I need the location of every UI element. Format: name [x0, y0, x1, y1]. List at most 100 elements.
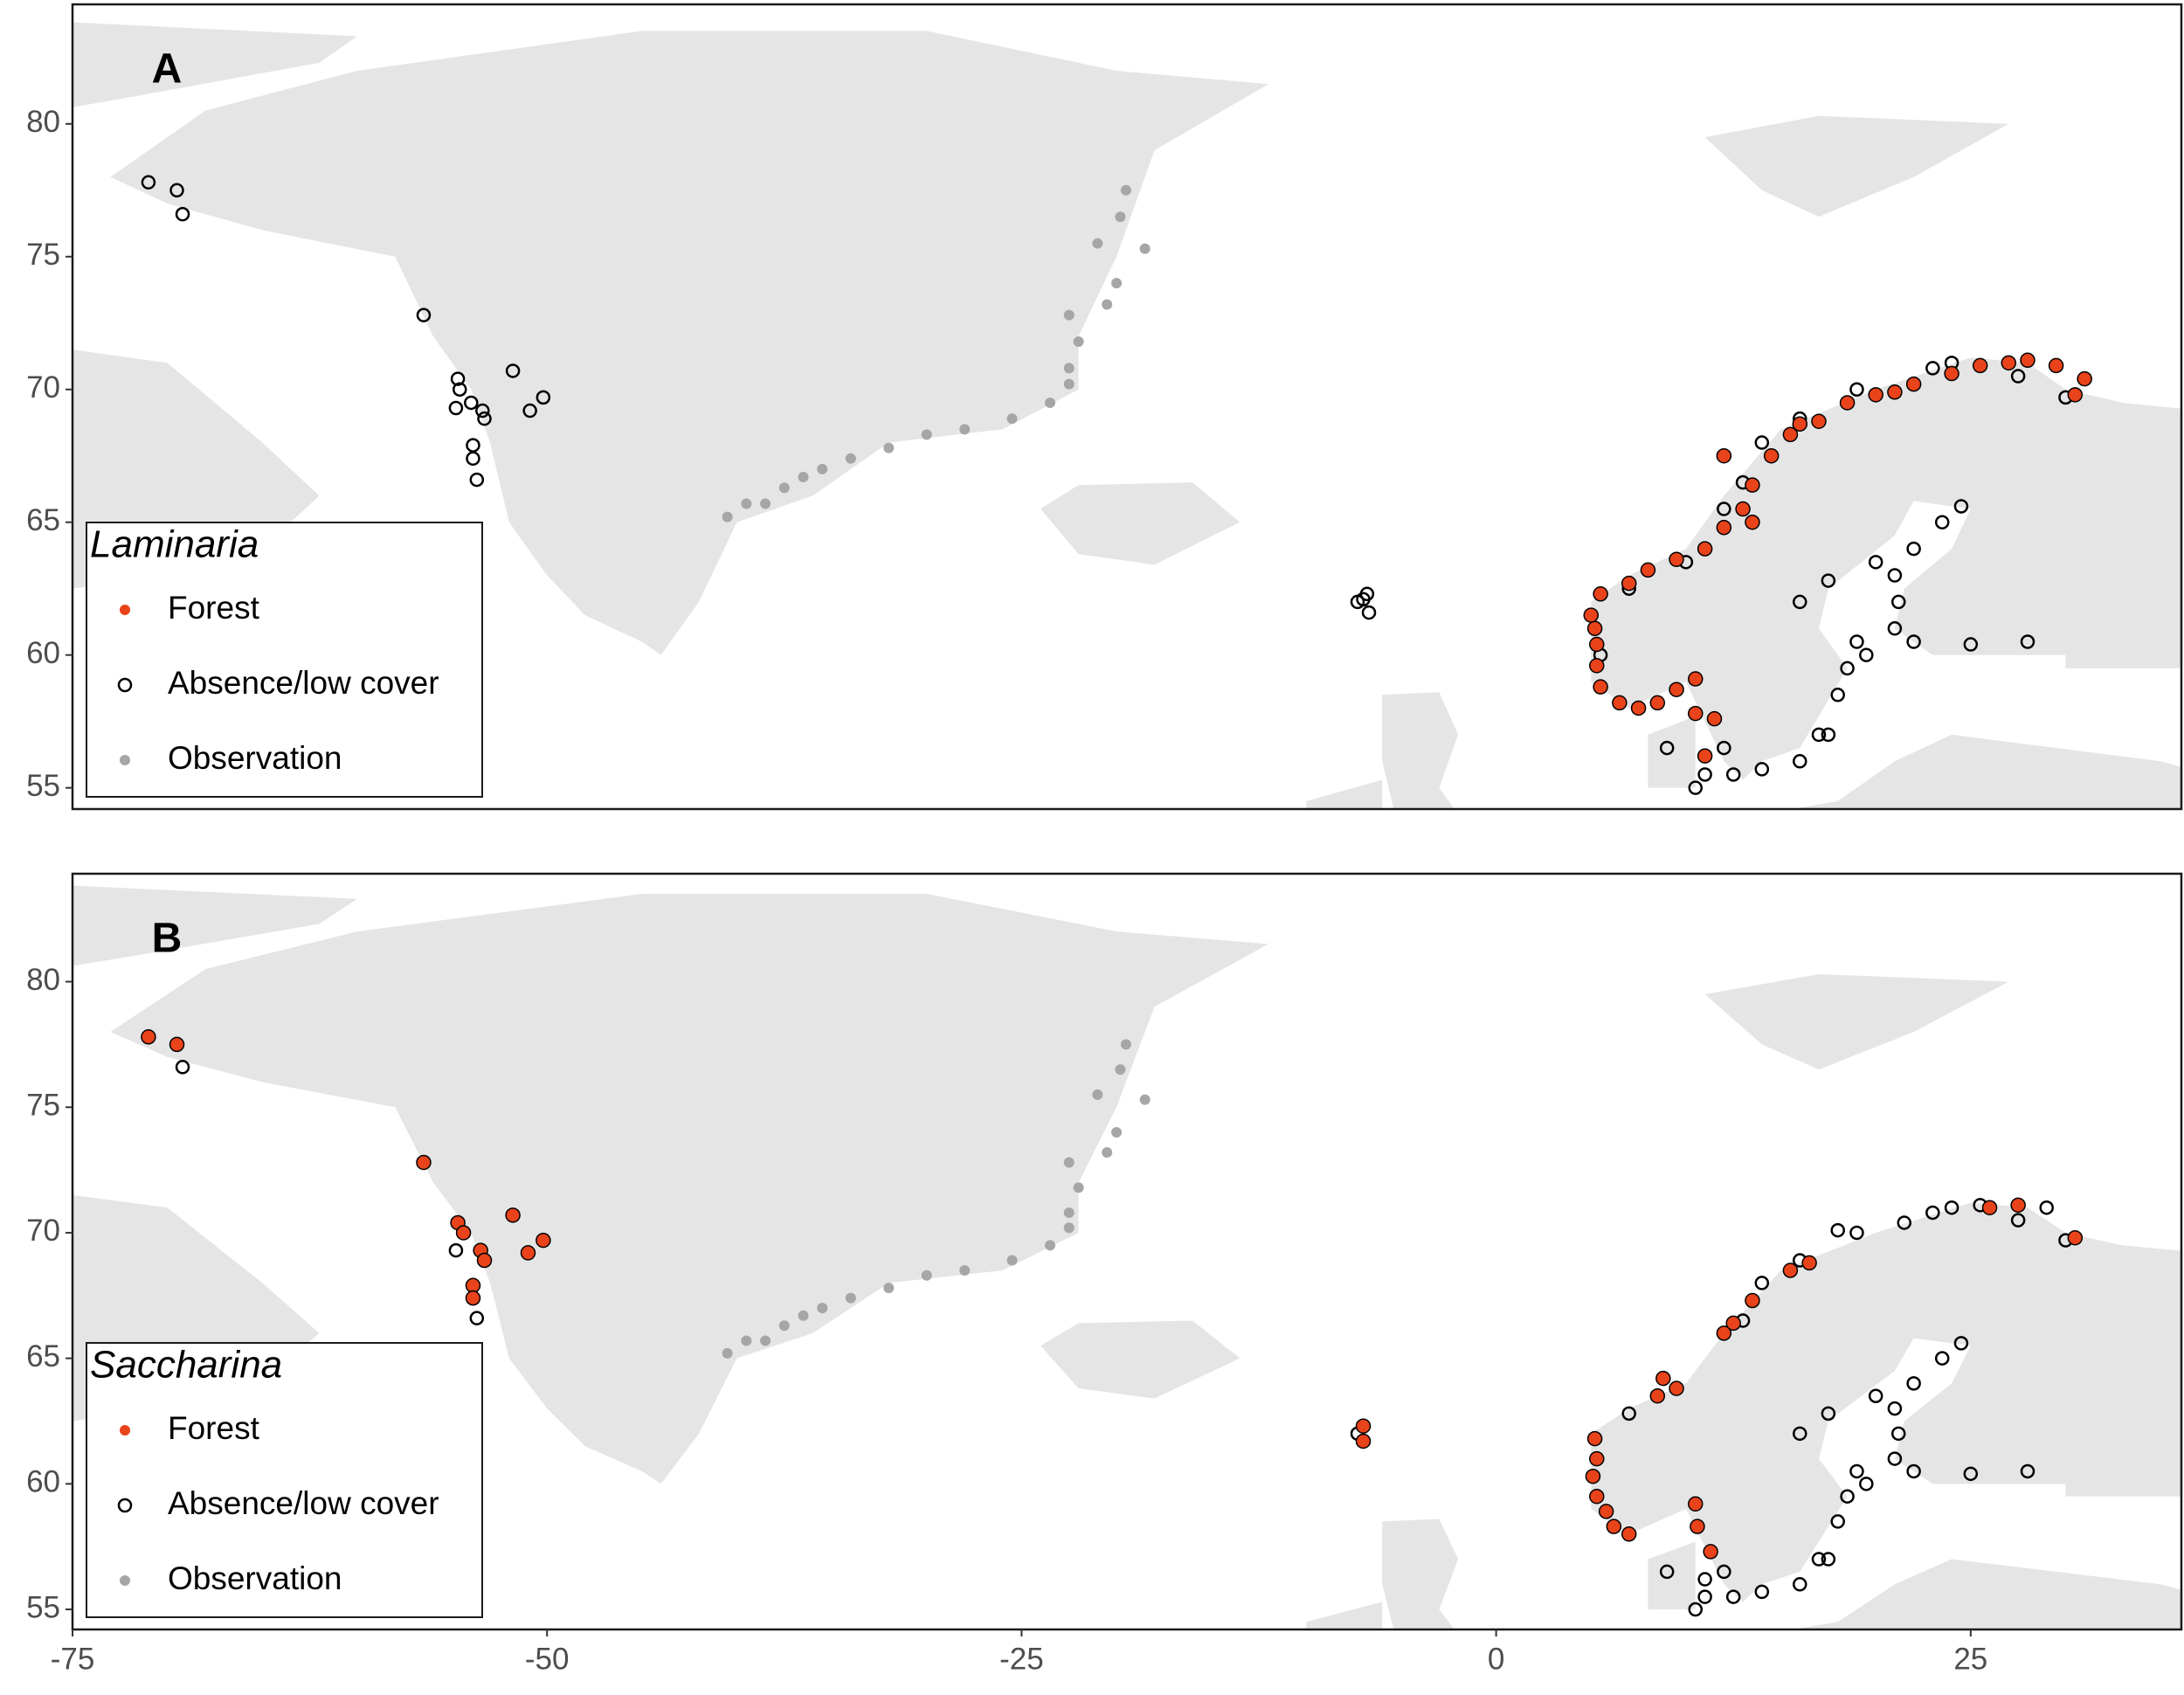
point [883, 442, 895, 453]
point [1849, 382, 1864, 397]
y-tick-label: 70 [26, 370, 60, 405]
point [1583, 607, 1600, 623]
point [1953, 1336, 1969, 1351]
panel-label: B [152, 916, 183, 962]
legend-box [86, 522, 483, 798]
point [141, 175, 156, 190]
point [1092, 238, 1103, 249]
panel-border [71, 872, 2183, 1631]
point [1906, 1463, 1921, 1479]
point [1821, 1406, 1836, 1422]
point [1897, 1215, 1912, 1230]
point [1706, 710, 1723, 727]
point [1868, 387, 1883, 403]
point [1649, 1387, 1666, 1404]
point [1811, 1552, 1827, 1567]
point [1793, 1426, 1807, 1442]
point [169, 183, 184, 198]
point [520, 1245, 536, 1261]
panel-label: A [152, 46, 183, 93]
point [464, 395, 479, 411]
point [722, 1347, 733, 1359]
point [1830, 1222, 1845, 1238]
point [1793, 1577, 1807, 1592]
point [1606, 1519, 1622, 1534]
point [1716, 1325, 1732, 1341]
point [1359, 586, 1375, 602]
y-tick-label: 55 [26, 769, 60, 803]
point [1868, 1388, 1883, 1403]
point [1801, 1255, 1817, 1271]
point [959, 1265, 971, 1276]
point [1839, 395, 1856, 411]
point [1139, 1094, 1151, 1105]
point [169, 1036, 185, 1053]
y-tick-label: 75 [26, 238, 60, 272]
legend-marker [120, 1575, 130, 1586]
point [1981, 1200, 1998, 1215]
y-tick-label: 70 [26, 1214, 60, 1248]
point [416, 1154, 432, 1171]
x-tick-label: -50 [525, 1642, 570, 1676]
point [1811, 727, 1827, 743]
point [1735, 501, 1751, 517]
point [1688, 1602, 1704, 1617]
point [1697, 1589, 1712, 1604]
point [469, 472, 485, 488]
point [1944, 1200, 1959, 1215]
point [959, 424, 971, 435]
point [1092, 1089, 1103, 1100]
point [1859, 647, 1874, 662]
point [1754, 435, 1770, 450]
point [2010, 369, 2026, 384]
point [1659, 1564, 1675, 1580]
point [1934, 1351, 1950, 1366]
point [466, 438, 480, 453]
point [1115, 211, 1126, 223]
point [2010, 1213, 2026, 1228]
point [1630, 700, 1647, 716]
point [1063, 378, 1075, 390]
point [175, 1060, 190, 1075]
point [1925, 1205, 1940, 1221]
point [817, 1303, 828, 1314]
point [1593, 586, 1608, 602]
point [1073, 336, 1084, 348]
point [1655, 1370, 1671, 1387]
point [1725, 1315, 1741, 1332]
point [1963, 637, 1979, 652]
point [1754, 762, 1770, 777]
point [1045, 1240, 1056, 1251]
point [1782, 426, 1799, 443]
point [1688, 1496, 1704, 1512]
point [522, 403, 537, 419]
point [1725, 1589, 1741, 1604]
point [1120, 1039, 1131, 1050]
point [141, 1029, 156, 1045]
panel: 55 60 65 70 75 80 -75 -50 -25 0 25 B Saccharina Fores… [26, 872, 2183, 1676]
point [1697, 541, 1713, 557]
point [1953, 499, 1969, 514]
point [466, 451, 480, 467]
point [1972, 357, 1988, 374]
point [1887, 621, 1903, 636]
point [1821, 727, 1836, 743]
point [1717, 1564, 1731, 1580]
legend: Laminaria Forest Absence/low cover Observat… [86, 522, 483, 798]
point [1006, 1255, 1018, 1266]
panel: 55 60 65 70 75 80 A Laminaria Forest Absence/low … [26, 3, 2183, 811]
point [1811, 413, 1827, 429]
point [1849, 1225, 1864, 1241]
plot-area [73, 17, 2181, 809]
point [2020, 352, 2035, 369]
point [722, 511, 733, 522]
point [1830, 1514, 1845, 1529]
point [416, 308, 432, 322]
legend-marker [117, 677, 133, 693]
point [2048, 357, 2064, 374]
point [469, 1311, 485, 1325]
y-tick-label: 60 [26, 636, 60, 670]
point [1934, 515, 1950, 529]
x-tick-label: 25 [1953, 1642, 1987, 1676]
